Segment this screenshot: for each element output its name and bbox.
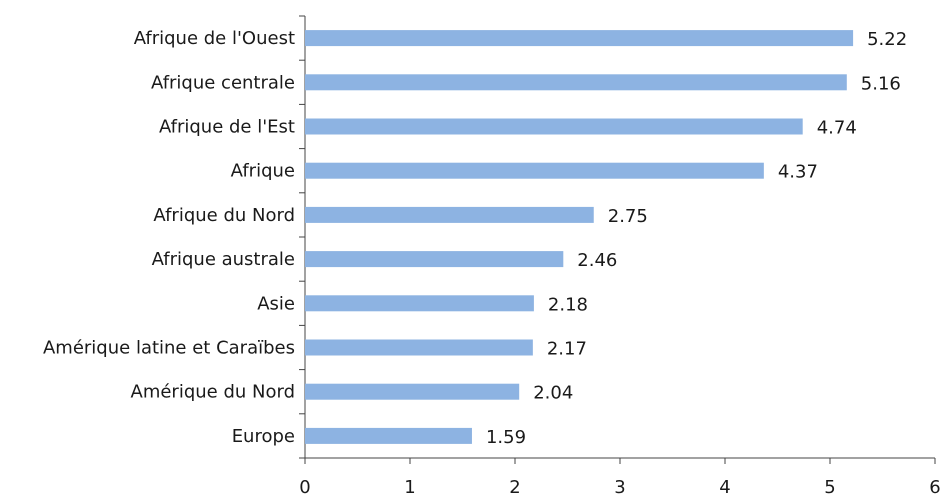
x-tick-label: 3 bbox=[614, 477, 625, 495]
bar bbox=[305, 30, 854, 47]
bar bbox=[305, 383, 520, 400]
bar bbox=[305, 162, 764, 179]
value-label: 4.74 bbox=[817, 118, 857, 139]
value-label: 5.22 bbox=[867, 29, 907, 50]
x-tick-label: 1 bbox=[404, 477, 415, 495]
y-tick-label: Asie bbox=[257, 293, 295, 314]
y-tick-label: Afrique centrale bbox=[151, 72, 295, 93]
value-label: 2.18 bbox=[548, 294, 588, 315]
bar bbox=[305, 74, 847, 91]
y-tick-label: Afrique du Nord bbox=[153, 205, 295, 226]
x-tick-label: 4 bbox=[719, 477, 730, 495]
bar bbox=[305, 295, 534, 312]
y-tick-label: Afrique de l'Est bbox=[159, 117, 295, 138]
y-tick-label: Afrique de l'Ouest bbox=[134, 28, 295, 49]
y-tick-label: Europe bbox=[232, 426, 295, 447]
x-tick-label: 6 bbox=[929, 477, 940, 495]
value-label: 4.37 bbox=[778, 162, 818, 183]
y-tick-label: Afrique australe bbox=[152, 249, 295, 270]
value-label: 2.46 bbox=[577, 250, 617, 271]
y-tick-label: Afrique bbox=[231, 161, 295, 182]
bar bbox=[305, 427, 472, 444]
bar bbox=[305, 206, 594, 223]
value-label: 2.17 bbox=[547, 339, 587, 360]
value-label: 5.16 bbox=[861, 73, 901, 94]
value-label: 2.75 bbox=[608, 206, 648, 227]
bar bbox=[305, 118, 803, 135]
bar bbox=[305, 339, 533, 356]
x-tick-label: 0 bbox=[299, 477, 310, 495]
y-tick-label: Amérique du Nord bbox=[131, 382, 296, 403]
x-tick-label: 2 bbox=[509, 477, 520, 495]
value-label: 1.59 bbox=[486, 427, 526, 448]
value-label: 2.04 bbox=[533, 383, 573, 404]
y-tick-label: Amérique latine et Caraïbes bbox=[43, 338, 295, 359]
x-tick-label: 5 bbox=[824, 477, 835, 495]
bar bbox=[305, 251, 564, 268]
